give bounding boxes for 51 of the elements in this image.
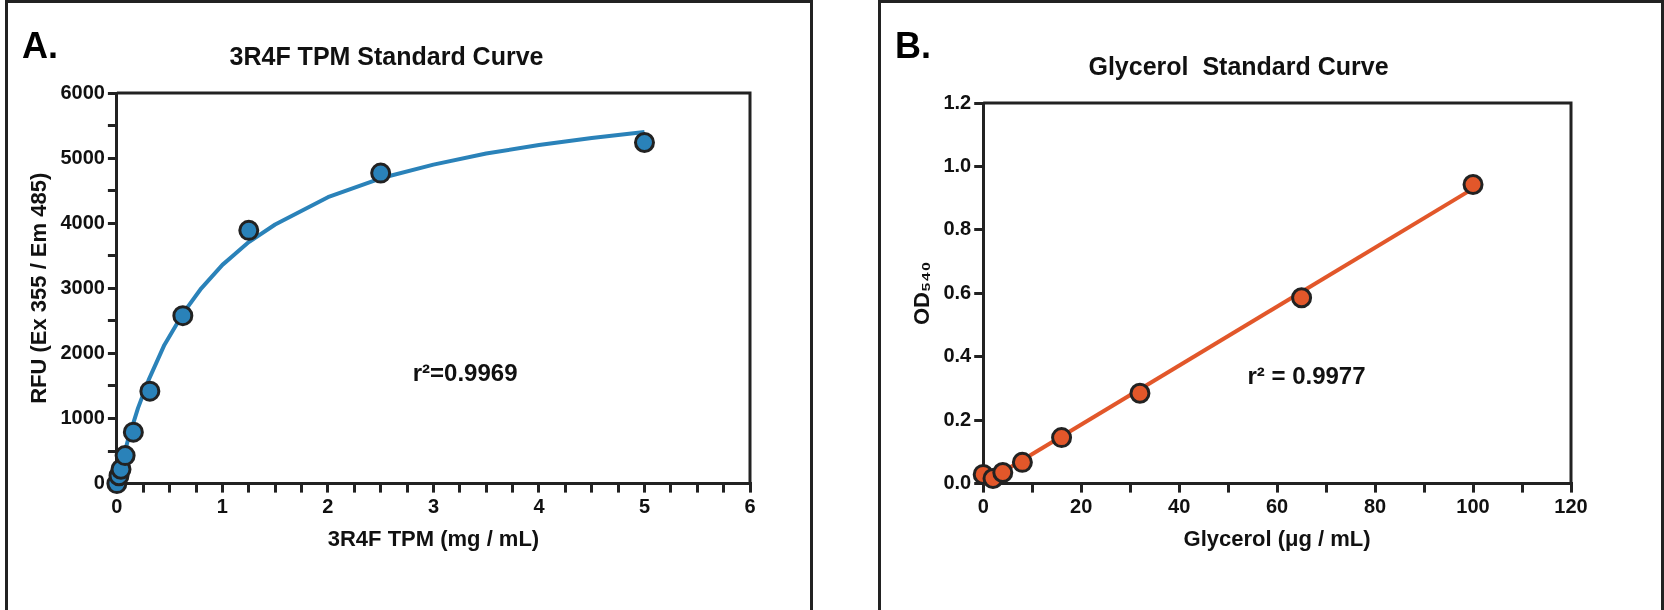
point bbox=[1051, 427, 1073, 449]
x-tick-label: 0 bbox=[111, 495, 123, 518]
x-tick-label: 60 bbox=[1265, 495, 1289, 518]
y-tick-label: 0 bbox=[93, 471, 105, 494]
x-tick-label: 80 bbox=[1363, 495, 1387, 518]
y-axis-title: RFU (Ex 355 / Em 485) bbox=[26, 172, 52, 404]
point bbox=[172, 305, 194, 327]
x-tick-label: 3 bbox=[427, 495, 440, 518]
point bbox=[139, 380, 161, 402]
point bbox=[1291, 287, 1313, 309]
y-tick-label: 2000 bbox=[60, 340, 105, 363]
y-tick-label: 3000 bbox=[60, 275, 105, 298]
chart-title: Glycerol Standard Curve bbox=[1088, 51, 1389, 80]
x-tick-label: 4 bbox=[533, 495, 546, 518]
y-tick-label: 4000 bbox=[60, 210, 105, 233]
point bbox=[238, 219, 260, 241]
x-tick-label: 2 bbox=[322, 495, 334, 518]
point bbox=[370, 162, 392, 184]
point bbox=[633, 131, 655, 153]
y-tick-label: 5000 bbox=[60, 145, 105, 168]
y-tick-label: 0.4 bbox=[943, 344, 973, 367]
y-tick-label: 0.8 bbox=[943, 217, 972, 240]
x-tick-label: 1 bbox=[216, 495, 228, 518]
y-axis-title: OD₅₄₀ bbox=[909, 261, 935, 326]
x-tick-label: 100 bbox=[1456, 495, 1490, 518]
text: A. bbox=[22, 25, 58, 67]
point bbox=[122, 421, 144, 443]
point bbox=[1011, 451, 1033, 473]
y-tick-label: 0.6 bbox=[943, 280, 972, 303]
x-axis-title: Glycerol (μg / mL) bbox=[1183, 525, 1371, 551]
x-tick-label: 5 bbox=[638, 495, 651, 518]
point bbox=[1462, 174, 1484, 196]
point bbox=[114, 445, 136, 467]
x-tick-label: 20 bbox=[1070, 495, 1093, 518]
y-tick-label: 6000 bbox=[60, 80, 105, 103]
point bbox=[992, 462, 1014, 483]
y-tick-label: 1.0 bbox=[943, 153, 972, 176]
annotation: r² = 0.9977 bbox=[1247, 361, 1366, 389]
y-tick-label: 0.0 bbox=[943, 471, 972, 494]
x-axis-title: 3R4F TPM (mg / mL) bbox=[327, 525, 540, 551]
chart-title: 3R4F TPM Standard Curve bbox=[229, 41, 544, 70]
text: B. bbox=[895, 25, 931, 67]
y-tick-label: 1.2 bbox=[943, 90, 972, 113]
x-tick-label: 6 bbox=[744, 495, 756, 518]
y-tick-label: 1000 bbox=[60, 406, 105, 429]
annotation: r²=0.9969 bbox=[412, 358, 518, 386]
y-tick-label: 0.2 bbox=[943, 407, 972, 430]
point bbox=[1129, 382, 1151, 404]
x-tick-label: 40 bbox=[1168, 495, 1191, 518]
x-tick-label: 0 bbox=[977, 495, 989, 518]
x-tick-label: 120 bbox=[1554, 495, 1588, 518]
